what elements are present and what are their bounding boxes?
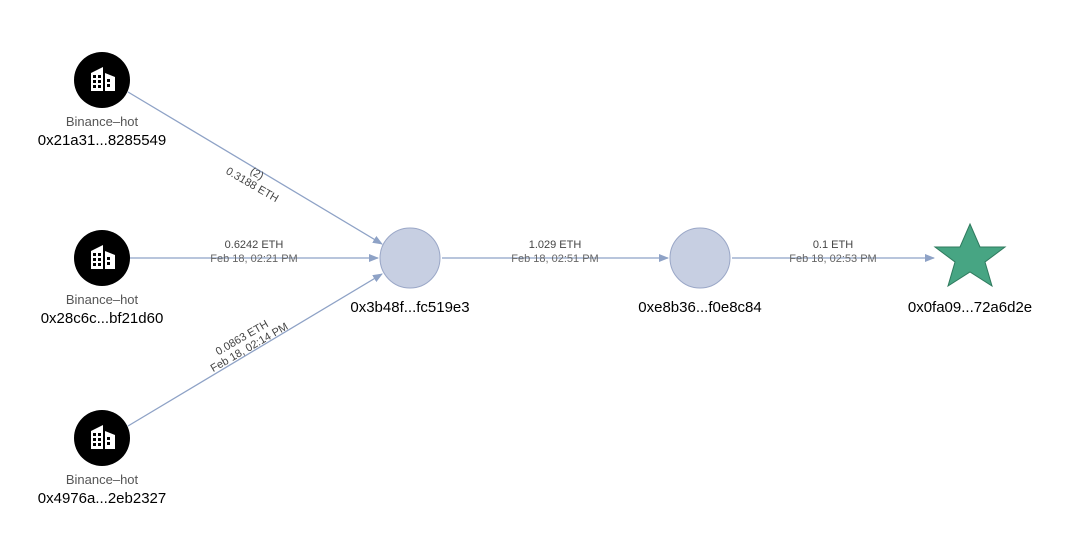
svg-text:0.0863 ETH Feb 18, 02:: 0.0863 ETH Feb 18, 02:14 PM	[203, 310, 291, 375]
node-wallet2-address: 0xe8b36...f0e8c84	[638, 299, 761, 316]
star-icon	[935, 224, 1005, 286]
edge-binance2-wallet1: 0.6242 ETH Feb 18, 02:21 PM	[130, 239, 378, 265]
node-binance1-name: Binance–hot	[66, 114, 139, 129]
edge-wallet2-star: 0.1 ETH Feb 18, 02:53 PM	[732, 239, 934, 265]
edge-binance1-wallet1: (2) 0.3188 ETH	[128, 92, 382, 244]
node-binance2-name: Binance–hot	[66, 292, 139, 307]
node-binance1[interactable]	[74, 52, 130, 108]
node-binance1-address: 0x21a31...8285549	[38, 132, 166, 149]
edge-amount: 1.029 ETH	[529, 239, 582, 251]
node-binance2-address: 0x28c6c...bf21d60	[41, 310, 164, 327]
node-binance3-name: Binance–hot	[66, 472, 139, 487]
node-binance2[interactable]	[74, 230, 130, 286]
node-binance3-address: 0x4976a...2eb2327	[38, 490, 166, 507]
transaction-flow-diagram: (2) 0.3188 ETH 0.6242 ETH Feb 18, 02:21 …	[0, 0, 1080, 538]
nodes-group: Binance–hot 0x21a31...8285549 Binance–ho…	[38, 52, 1032, 507]
edge-time: Feb 18, 02:51 PM	[511, 253, 598, 265]
edge-time: Feb 18, 02:53 PM	[789, 253, 876, 265]
node-wallet1[interactable]	[380, 228, 440, 288]
node-wallet2[interactable]	[670, 228, 730, 288]
edge-amount: 0.6242 ETH	[225, 239, 284, 251]
edge-wallet1-wallet2: 1.029 ETH Feb 18, 02:51 PM	[442, 239, 668, 265]
node-star[interactable]	[935, 224, 1005, 286]
svg-text:(2) 0.3188 ETH: (2) 0.3188 ETH	[224, 155, 287, 205]
edge-amount: 0.1 ETH	[813, 239, 853, 251]
node-binance3[interactable]	[74, 410, 130, 466]
node-wallet1-address: 0x3b48f...fc519e3	[350, 299, 469, 316]
wallet-node-circle	[380, 228, 440, 288]
edge-time: Feb 18, 02:21 PM	[210, 253, 297, 265]
node-star-address: 0x0fa09...72a6d2e	[908, 299, 1032, 316]
edges-group: (2) 0.3188 ETH 0.6242 ETH Feb 18, 02:21 …	[128, 92, 934, 426]
wallet-node-circle	[670, 228, 730, 288]
edge-binance3-wallet1: 0.0863 ETH Feb 18, 02:14 PM	[128, 274, 382, 426]
